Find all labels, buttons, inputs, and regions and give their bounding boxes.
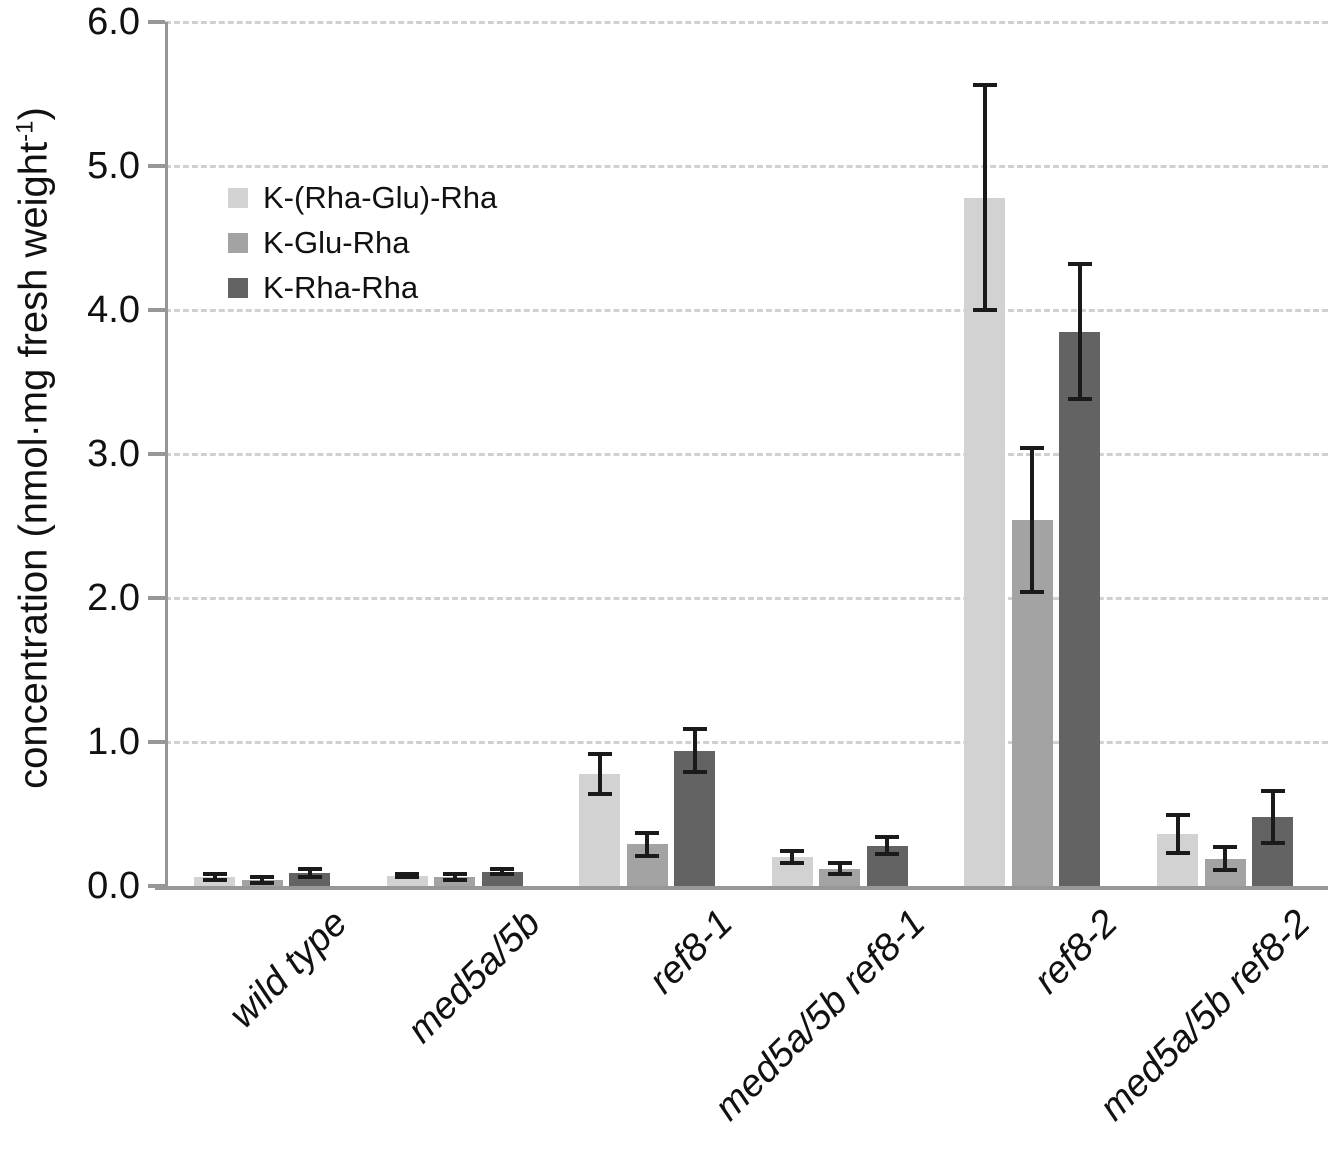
y-axis-tick: [148, 596, 165, 600]
error-bar-cap: [875, 852, 900, 857]
error-bar: [500, 868, 505, 875]
error-bar: [837, 862, 842, 875]
error-bar: [790, 851, 795, 863]
error-bar-cap: [780, 860, 805, 865]
gridline-y-5: [165, 165, 1328, 168]
error-bar-cap: [395, 872, 420, 877]
y-tick-label: 6.0: [87, 1, 140, 43]
legend-label: K-Rha-Rha: [263, 270, 419, 305]
gridline-y-2: [165, 597, 1328, 600]
error-bar: [1030, 448, 1035, 593]
y-axis-tick: [148, 164, 165, 168]
error-bar-cap: [827, 860, 852, 865]
x-axis-line: [155, 886, 1328, 890]
error-bar-cap: [1260, 840, 1285, 845]
error-bar-cap: [635, 830, 660, 835]
error-bar-cap: [395, 875, 420, 880]
gridline-y-4: [165, 309, 1328, 312]
legend-label: K-(Rha-Glu)-Rha: [263, 180, 498, 215]
legend: K-(Rha-Glu)-Rha K-Glu-Rha K-Rha-Rha: [228, 182, 497, 317]
error-bar-cap: [587, 751, 612, 756]
error-bar-cap: [1165, 813, 1190, 818]
y-tick-label: 5.0: [87, 145, 140, 187]
error-bar-cap: [1020, 590, 1045, 595]
error-bar: [212, 874, 217, 881]
error-bar-cap: [682, 770, 707, 775]
error-bar-cap: [490, 866, 515, 871]
error-bar-cap: [1067, 261, 1092, 266]
error-bar: [982, 85, 987, 310]
bar: [964, 197, 1006, 886]
y-axis-tick: [148, 20, 165, 24]
error-bar-cap: [1213, 845, 1237, 850]
error-bar-cap: [250, 881, 274, 886]
error-bar-cap: [442, 878, 467, 883]
error-bar: [307, 868, 312, 878]
gridline-y-1: [165, 741, 1328, 744]
x-category-label: med5a/5b: [399, 902, 549, 1052]
error-bar: [260, 877, 264, 884]
error-bar-cap: [682, 727, 707, 732]
error-bar-cap: [297, 866, 322, 871]
bar: [386, 875, 428, 886]
error-bar-cap: [442, 872, 467, 877]
gridline-y-6: [165, 21, 1328, 24]
error-bar-cap: [972, 83, 997, 88]
error-bar-cap: [1067, 397, 1092, 402]
legend-entry-k-rha-rha: K-Rha-Rha: [228, 272, 497, 304]
legend-label: K-Glu-Rha: [263, 225, 410, 260]
error-bar-cap: [1260, 788, 1285, 793]
error-bar-cap: [1165, 850, 1190, 855]
x-category-label: ref8-1: [641, 902, 741, 1002]
bar: [1059, 331, 1101, 886]
y-tick-label: 1.0: [87, 721, 140, 763]
error-bar: [597, 753, 602, 794]
error-bar-cap: [587, 791, 612, 796]
error-bar: [452, 874, 457, 881]
x-category-label: ref8-2: [1026, 902, 1127, 1002]
error-bar-cap: [297, 875, 322, 880]
legend-swatch-dark-gray: [228, 278, 248, 298]
x-category-label: wild type: [221, 902, 356, 1037]
y-axis-line: [165, 22, 168, 889]
legend-entry-k-rha-glu-rha: K-(Rha-Glu)-Rha: [228, 182, 497, 214]
gridline-y-3: [165, 453, 1328, 456]
y-tick-label: 4.0: [87, 289, 140, 331]
error-bar: [692, 729, 697, 773]
error-bar: [885, 837, 890, 855]
error-bar-cap: [1213, 868, 1237, 873]
error-bar-cap: [780, 849, 805, 854]
error-bar: [1077, 263, 1082, 400]
error-bar-cap: [875, 835, 900, 840]
y-axis-tick: [148, 308, 165, 312]
legend-entry-k-glu-rha: K-Glu-Rha: [228, 227, 497, 259]
error-bar: [645, 832, 650, 856]
error-bar-cap: [202, 878, 227, 883]
error-bar-cap: [827, 872, 852, 877]
error-bar-cap: [972, 308, 997, 312]
legend-swatch-light-gray: [228, 188, 248, 208]
error-bar: [1270, 790, 1275, 843]
error-bar-cap: [202, 872, 227, 877]
error-bar: [1223, 847, 1227, 871]
y-axis-tick: [148, 452, 165, 456]
y-tick-label: 2.0: [87, 577, 140, 619]
error-bar-cap: [1020, 446, 1045, 451]
error-bar-cap: [250, 875, 274, 880]
x-category-label: med5a/5b ref8-2: [1091, 902, 1319, 1129]
error-bar: [1175, 815, 1180, 853]
y-tick-label: 0.0: [87, 865, 140, 907]
error-bar-cap: [490, 872, 515, 877]
error-bar-cap: [635, 853, 660, 858]
y-axis-tick: [148, 740, 165, 744]
legend-swatch-medium-gray: [228, 233, 248, 253]
x-category-label: med5a/5b ref8-1: [706, 902, 934, 1129]
y-tick-label: 3.0: [87, 433, 140, 475]
